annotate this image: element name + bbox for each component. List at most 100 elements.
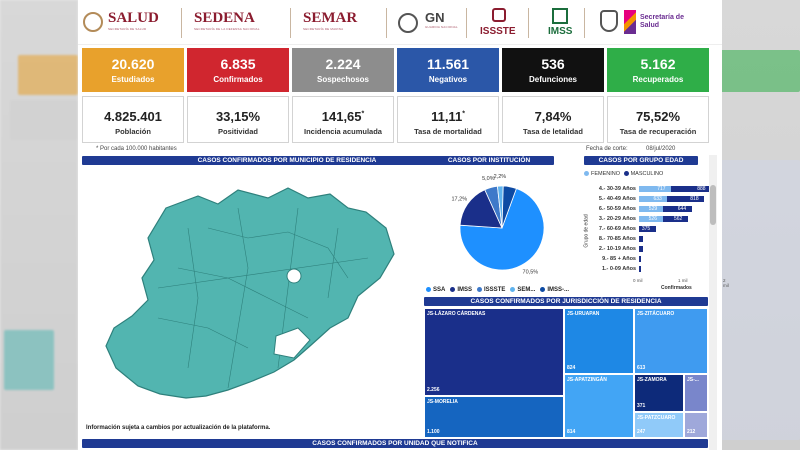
logo-secretaria: Secretaría de Salud — [640, 14, 684, 29]
stat-card: 75,52% Tasa de recuperación — [607, 96, 709, 143]
lake-icon — [286, 268, 302, 284]
stat-card: 4.825.401 Población — [82, 96, 184, 143]
legend-dot — [540, 287, 546, 292]
treemap-cell-value: 1.100 — [427, 429, 440, 435]
treemap-cell[interactable]: JS-MORELIA 1.100 — [424, 396, 564, 438]
pie-legend-label: SEM... — [517, 287, 536, 294]
bar-female[interactable] — [639, 186, 672, 192]
municipality-borders — [157, 207, 369, 389]
pie-legend-item[interactable]: IMSS — [450, 287, 472, 293]
header-jurisdiccion: CASOS CONFIRMADOS POR JURISDICCIÓN DE RE… — [424, 297, 708, 306]
pie-legend-item[interactable]: ISSSTE — [477, 287, 505, 293]
treemap-cell[interactable]: JS-LÁZARO CÁRDENAS 2.256 — [424, 308, 564, 396]
michoacan-logo-icon — [624, 10, 636, 34]
legend-female: FEMENINO — [591, 171, 621, 177]
bar-male[interactable] — [671, 186, 712, 192]
stat-label: Tasa de mortalidad — [414, 127, 482, 136]
divider — [386, 8, 387, 38]
bar-male[interactable] — [667, 196, 705, 202]
bar-male[interactable] — [639, 256, 641, 262]
pie-slice[interactable] — [459, 189, 503, 229]
treemap-cell[interactable]: JS-PATZCUARO 247 — [634, 412, 684, 438]
bar-male[interactable] — [662, 216, 688, 222]
treemap-cell-name: JS-ZITÁCUARO — [637, 311, 675, 317]
treemap-cell[interactable]: JS-ZAMORA 371 — [634, 374, 684, 412]
background-tile — [10, 100, 78, 140]
treemap-cell-value: 212 — [687, 429, 696, 435]
kpi-label: Confirmados — [213, 75, 263, 84]
stat-card: 33,15% Positividad — [187, 96, 289, 143]
stat-value: 141,65 — [321, 109, 362, 124]
logo-gn: GN GUARDIA NACIONAL — [425, 10, 458, 29]
per-100k-note: * Por cada 100.000 habitantes — [96, 146, 177, 152]
age-bar-chart[interactable]: 4.- 30-39 Años 717 888 5.- 40-49 Años 633 818… — [584, 182, 729, 292]
bar-male-value: 562 — [673, 216, 683, 222]
x-tick-label: 1 mil — [678, 278, 688, 283]
age-group-label: 1.- 0-09 Años — [601, 266, 636, 272]
pie-legend-label: ISSSTE — [484, 287, 506, 294]
bar-female[interactable] — [639, 216, 663, 222]
treemap-cell-value: 371 — [637, 403, 646, 409]
pie-legend-label: IMSS-... — [547, 287, 570, 294]
jurisdiction-treemap[interactable]: JS-LÁZARO CÁRDENAS 2.256 JS-MORELIA 1.100 JS… — [424, 308, 708, 438]
municipality-map[interactable] — [98, 168, 418, 428]
stat-value: 7,84% — [534, 109, 572, 124]
bar-male[interactable] — [639, 266, 641, 272]
background-tile — [18, 55, 78, 95]
treemap-cell-value: 814 — [567, 429, 576, 435]
institution-pie-chart[interactable]: 70,5% 17,2% 5,0% 2,2% — [424, 170, 574, 286]
treemap-cell[interactable]: JS-ZITÁCUARO 613 — [634, 308, 708, 374]
header-unidad: CASOS CONFIRMADOS POR UNIDAD QUE NOTIFIC… — [82, 439, 708, 448]
bar-male-value: 818 — [690, 196, 699, 202]
bar-male[interactable] — [639, 246, 643, 252]
bar-male-value: 644 — [677, 206, 687, 212]
kpi-card: 5.162 Recuperados — [607, 48, 709, 92]
bar-female-value: 526 — [648, 216, 657, 222]
state-map — [105, 187, 395, 399]
bar-female-value: 633 — [653, 196, 662, 202]
bar-female[interactable] — [639, 206, 663, 212]
pie-slice[interactable] — [459, 188, 545, 271]
divider — [466, 8, 467, 38]
bar-male[interactable] — [639, 226, 656, 232]
kpi-label: Defunciones — [528, 75, 577, 84]
bar-male[interactable] — [662, 206, 692, 212]
divider — [584, 8, 585, 38]
stat-card: 11,11* Tasa de mortalidad — [397, 96, 499, 143]
age-group-label: 4.- 30-39 Años — [598, 186, 636, 192]
kpi-card: 536 Defunciones — [502, 48, 604, 92]
age-legend: FEMENINO MASCULINO — [584, 171, 663, 177]
stat-value: 75,52% — [635, 109, 681, 124]
scrollbar-thumb[interactable] — [710, 185, 716, 225]
bar-male-value: 375 — [641, 226, 651, 232]
scrollbar[interactable] — [709, 155, 717, 450]
treemap-cell-name: JS-APATZINGÁN — [567, 377, 607, 383]
asterisk-mark: * — [361, 110, 365, 118]
pie-legend-item[interactable]: SEM... — [510, 287, 535, 293]
age-group-label: 9.- 85 + Años — [602, 256, 636, 262]
treemap-cell-value: 613 — [637, 365, 646, 371]
treemap-cell[interactable]: JS-URUAPAN 824 — [564, 308, 634, 374]
stat-card: 7,84% Tasa de letalidad — [502, 96, 604, 143]
treemap-cell[interactable]: JS-... — [684, 374, 708, 412]
stat-label: Tasa de letalidad — [523, 127, 583, 136]
map-hole — [273, 327, 311, 359]
treemap-cell-name: JS-MORELIA — [427, 399, 458, 405]
treemap-cell-name: JS-ZAMORA — [637, 377, 667, 383]
age-group-label: 2.- 10-19 Años — [598, 246, 636, 252]
coat-of-arms-icon — [83, 12, 103, 32]
treemap-cell-name: JS-PATZCUARO — [637, 415, 676, 421]
treemap-cell-name: JS-LÁZARO CÁRDENAS — [427, 311, 486, 317]
pie-slice[interactable] — [501, 185, 517, 229]
kpi-label: Recuperados — [632, 75, 684, 84]
logo-imss: IMSS — [548, 26, 573, 37]
pie-legend-item[interactable]: IMSS-... — [540, 287, 569, 293]
logo-issste: ISSSTE — [480, 26, 516, 37]
treemap-cell-value: 824 — [567, 365, 576, 371]
bar-female[interactable] — [639, 196, 668, 202]
treemap-cell[interactable]: 212 — [684, 412, 708, 438]
bar-male[interactable] — [639, 236, 643, 242]
treemap-cell[interactable]: JS-APATZINGÁN 814 — [564, 374, 634, 438]
logo-header: SALUD SECRETARÍA DE SALUD SEDENA SECRETARÍ… — [78, 0, 722, 45]
pie-legend-item[interactable]: SSA — [426, 287, 445, 293]
